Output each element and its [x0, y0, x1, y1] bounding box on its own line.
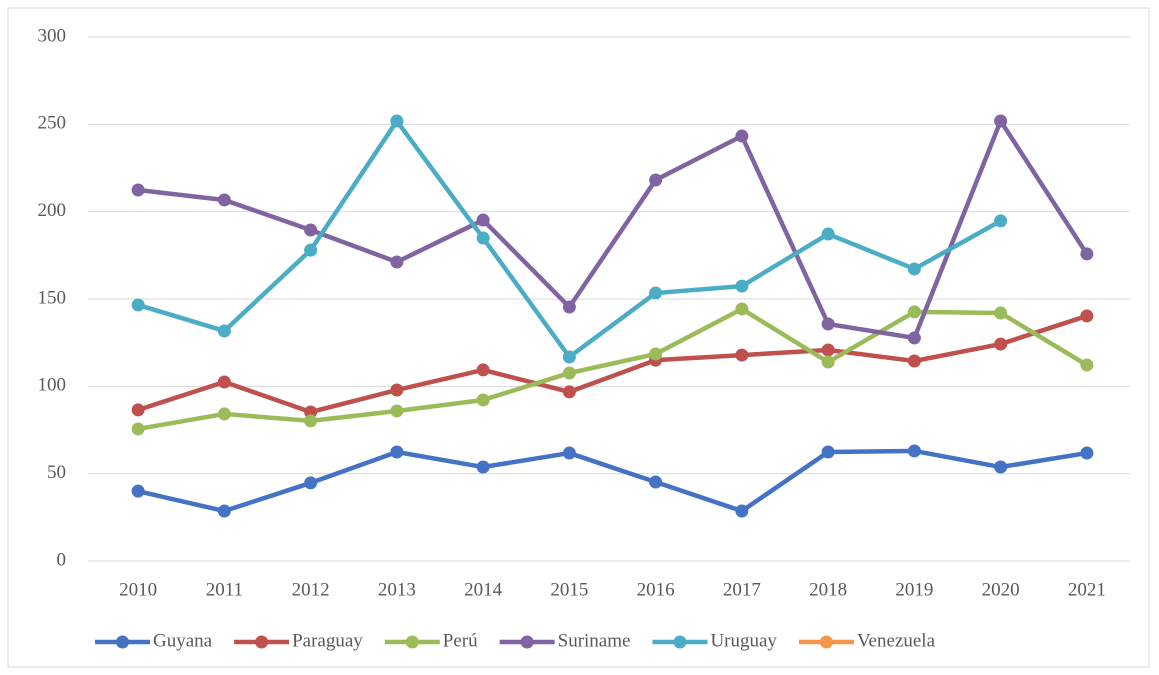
- series-line: [135, 448, 1090, 514]
- data-point: [304, 223, 318, 237]
- data-point: [907, 262, 921, 276]
- data-point: [821, 317, 835, 331]
- data-point: [131, 183, 145, 197]
- data-point: [907, 331, 921, 345]
- data-point: [390, 383, 404, 397]
- data-point: [390, 445, 404, 459]
- data-point: [649, 173, 663, 187]
- data-point: [562, 300, 576, 314]
- y-tick-label: 100: [38, 375, 67, 396]
- data-point: [390, 255, 404, 269]
- legend-marker: [673, 635, 687, 649]
- data-point: [994, 337, 1008, 351]
- data-point: [217, 407, 231, 421]
- legend-marker: [116, 635, 129, 649]
- data-point: [562, 446, 576, 460]
- legend-label: Guyana: [153, 630, 213, 651]
- data-point: [907, 305, 921, 319]
- data-point: [907, 444, 921, 458]
- y-tick-label: 50: [47, 462, 66, 483]
- data-point: [476, 460, 490, 474]
- data-point: [1080, 309, 1094, 323]
- data-point: [131, 403, 145, 417]
- data-point: [217, 324, 231, 338]
- data-point: [131, 422, 145, 436]
- data-point: [735, 129, 749, 143]
- data-point: [390, 114, 404, 128]
- legend-marker: [255, 635, 269, 649]
- legend-label: Uruguay: [710, 630, 777, 651]
- data-point: [1080, 446, 1094, 460]
- data-point: [907, 354, 921, 368]
- data-point: [217, 504, 231, 518]
- data-point: [562, 385, 576, 399]
- x-tick-label: 2016: [637, 579, 675, 600]
- data-point: [821, 343, 835, 357]
- x-tick-label: 2013: [378, 579, 416, 600]
- data-point: [476, 213, 490, 227]
- data-point: [1080, 358, 1094, 372]
- data-point: [735, 348, 749, 362]
- series-line: [135, 306, 1090, 432]
- legend-label: Venezuela: [857, 630, 936, 651]
- legend-marker: [819, 635, 833, 649]
- data-point: [562, 366, 576, 380]
- data-point: [304, 243, 318, 257]
- y-tick-label: 150: [38, 287, 67, 308]
- data-point: [562, 350, 576, 364]
- chart-border: [7, 7, 1150, 668]
- data-point: [304, 405, 318, 419]
- data-point: [994, 460, 1008, 474]
- data-point: [821, 445, 835, 459]
- data-point: [131, 298, 145, 312]
- data-point: [131, 484, 145, 498]
- x-tick-label: 2019: [895, 579, 933, 600]
- legend-label: Paraguay: [292, 630, 363, 651]
- data-point: [390, 404, 404, 418]
- legend-label: Suriname: [558, 630, 631, 651]
- data-point: [217, 375, 231, 389]
- x-tick-label: 2015: [550, 579, 588, 600]
- data-point: [735, 279, 749, 293]
- data-point: [217, 193, 231, 207]
- x-tick-label: 2014: [464, 579, 503, 600]
- data-point: [994, 114, 1008, 128]
- x-tick-label: 2010: [119, 579, 157, 600]
- data-point: [735, 302, 749, 316]
- data-point: [735, 504, 749, 518]
- series-line: [135, 118, 1090, 341]
- y-tick-label: 250: [38, 113, 67, 134]
- x-tick-label: 2012: [292, 579, 330, 600]
- legend-marker: [405, 635, 419, 649]
- data-point: [994, 214, 1008, 228]
- data-point: [304, 414, 318, 428]
- data-point: [994, 306, 1008, 320]
- data-point: [476, 363, 490, 377]
- x-tick-label: 2011: [206, 579, 243, 600]
- x-tick-label: 2017: [723, 579, 761, 600]
- data-point: [649, 475, 663, 489]
- legend-label: Perú: [443, 630, 478, 651]
- y-tick-label: 200: [38, 200, 67, 221]
- x-tick-label: 2020: [982, 579, 1020, 600]
- data-point: [1080, 247, 1094, 261]
- y-tick-label: 0: [57, 549, 67, 570]
- data-point: [821, 227, 835, 241]
- y-tick-label: 300: [38, 25, 67, 46]
- series-line: [135, 313, 1090, 415]
- data-point: [649, 347, 663, 361]
- data-point: [304, 476, 318, 490]
- data-point: [476, 231, 490, 245]
- x-tick-label: 2018: [809, 579, 847, 600]
- legend-marker: [520, 635, 534, 649]
- data-point: [821, 355, 835, 369]
- data-point: [649, 286, 663, 300]
- x-tick-label: 2021: [1068, 579, 1106, 600]
- data-point: [476, 393, 490, 407]
